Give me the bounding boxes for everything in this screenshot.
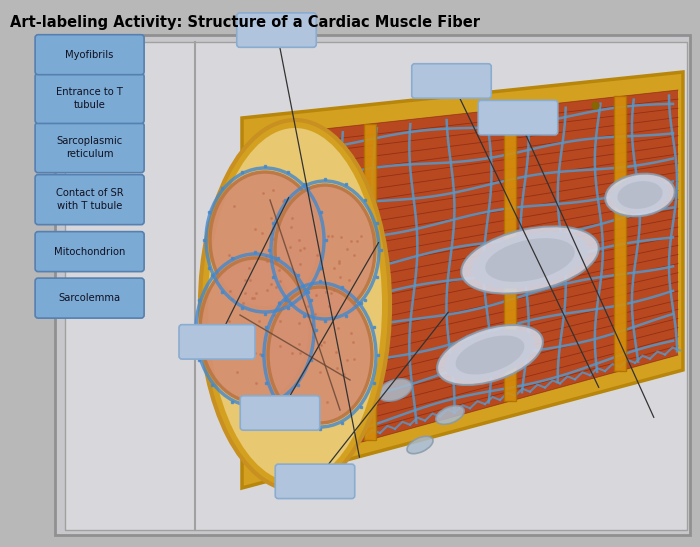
Ellipse shape [275,185,375,315]
Ellipse shape [436,406,464,424]
FancyBboxPatch shape [412,64,491,98]
FancyBboxPatch shape [478,101,558,135]
Ellipse shape [268,287,372,423]
Ellipse shape [606,173,675,217]
FancyBboxPatch shape [35,73,144,124]
Ellipse shape [378,379,412,401]
Ellipse shape [610,177,670,213]
FancyBboxPatch shape [179,325,255,359]
Text: Art-labeling Activity: Structure of a Cardiac Muscle Fiber: Art-labeling Activity: Structure of a Ca… [10,15,480,30]
PathPatch shape [242,72,683,488]
Text: Myofibrils: Myofibrils [65,50,114,60]
Ellipse shape [445,329,535,381]
Text: Mitochondrion: Mitochondrion [54,247,125,257]
FancyBboxPatch shape [237,13,316,47]
Text: Entrance to T
tubule: Entrance to T tubule [56,88,123,109]
FancyBboxPatch shape [35,34,144,75]
Ellipse shape [617,181,663,209]
Ellipse shape [200,258,310,402]
Ellipse shape [485,238,575,282]
FancyBboxPatch shape [35,278,144,318]
Ellipse shape [456,335,524,375]
FancyBboxPatch shape [504,108,516,401]
FancyBboxPatch shape [364,124,376,440]
PathPatch shape [260,90,678,470]
Text: Contact of SR
with T tubule: Contact of SR with T tubule [56,189,123,211]
Text: Sarcolemma: Sarcolemma [59,293,120,303]
FancyBboxPatch shape [35,123,144,173]
FancyBboxPatch shape [55,35,690,535]
FancyBboxPatch shape [614,96,626,371]
Ellipse shape [407,437,433,453]
Ellipse shape [461,226,598,294]
Ellipse shape [200,120,390,490]
FancyBboxPatch shape [65,42,687,530]
FancyBboxPatch shape [240,396,320,430]
Ellipse shape [208,128,382,482]
Ellipse shape [472,231,589,289]
Text: Sarcoplasmic
reticulum: Sarcoplasmic reticulum [57,137,122,159]
Ellipse shape [210,172,320,308]
FancyBboxPatch shape [35,231,144,272]
FancyBboxPatch shape [35,174,144,225]
FancyBboxPatch shape [275,464,355,498]
Ellipse shape [437,325,543,385]
